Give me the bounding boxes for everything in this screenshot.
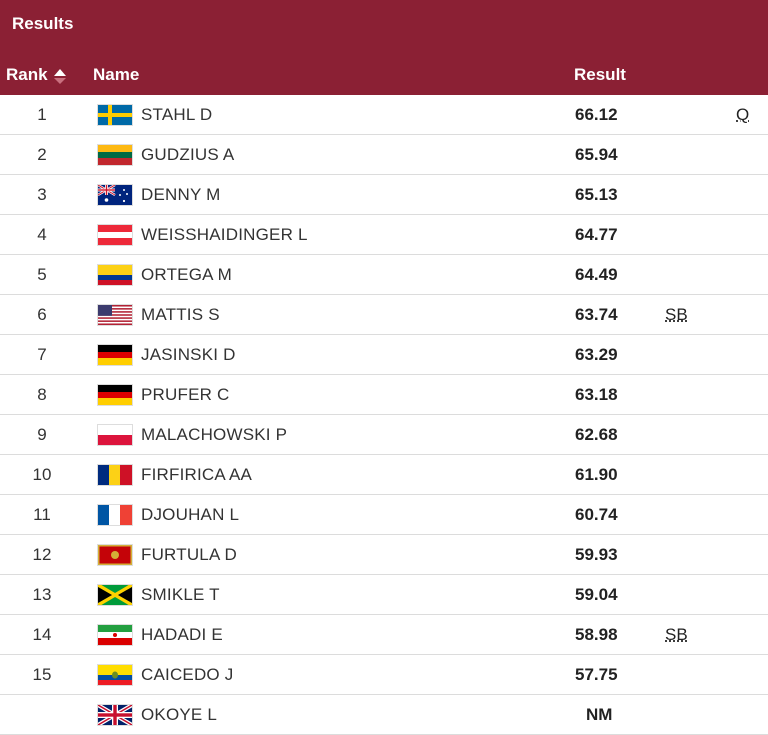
results-header: Results Rank Name Result xyxy=(0,0,768,95)
record-note[interactable]: SB xyxy=(665,625,688,644)
colombia-flag-icon xyxy=(97,264,133,286)
sort-ascending-icon[interactable] xyxy=(53,67,66,84)
france-flag-icon xyxy=(97,504,133,526)
result-cell: 61.90 xyxy=(575,465,618,484)
athlete-name[interactable]: DJOUHAN L xyxy=(141,505,240,524)
athlete-name[interactable]: ORTEGA M xyxy=(141,265,233,284)
germany-flag-icon xyxy=(97,344,133,366)
athlete-name[interactable]: JASINSKI D xyxy=(141,345,236,364)
table-row[interactable]: 2 GUDZIUS A 65.94 xyxy=(0,135,768,175)
results-table-body: 1 STAHL D 66.12 Q 2 GUDZIUS A 65.94 3 DENNY M 65.… xyxy=(0,95,768,735)
athlete-name[interactable]: MALACHOWSKI P xyxy=(141,425,288,444)
result-cell: 63.18 xyxy=(575,385,618,404)
rank-cell: 13 xyxy=(32,585,52,604)
sweden-flag-icon xyxy=(97,104,133,126)
rank-cell: 4 xyxy=(37,225,47,244)
rank-cell: 2 xyxy=(37,145,47,164)
qualification-mark[interactable]: Q xyxy=(736,105,750,124)
result-cell: 64.49 xyxy=(575,265,618,284)
table-row[interactable]: 1 STAHL D 66.12 Q xyxy=(0,95,768,135)
athlete-name[interactable]: FURTULA D xyxy=(141,545,237,564)
ecuador-flag-icon xyxy=(97,664,133,686)
result-cell: 63.74 xyxy=(575,305,618,324)
rank-column-header[interactable]: Rank xyxy=(6,65,66,85)
result-cell: 60.74 xyxy=(575,505,618,524)
result-cell: 59.04 xyxy=(575,585,618,604)
rank-cell: 8 xyxy=(37,385,47,404)
results-title: Results xyxy=(12,14,74,33)
athlete-name[interactable]: SMIKLE T xyxy=(141,585,220,604)
result-cell: 66.12 xyxy=(575,105,618,124)
table-row[interactable]: 11 DJOUHAN L 60.74 xyxy=(0,495,768,535)
rank-column-label: Rank xyxy=(6,65,48,84)
table-row[interactable]: OKOYE L NM xyxy=(0,695,768,735)
result-cell: 62.68 xyxy=(575,425,618,444)
table-row[interactable]: 7 JASINSKI D 63.29 xyxy=(0,335,768,375)
lithuania-flag-icon xyxy=(97,144,133,166)
rank-cell: 11 xyxy=(33,505,51,524)
table-row[interactable]: 5 ORTEGA M 64.49 xyxy=(0,255,768,295)
athlete-name[interactable]: WEISSHAIDINGER L xyxy=(141,225,308,244)
austria-flag-icon xyxy=(97,224,133,246)
result-cell: 65.13 xyxy=(575,185,618,204)
australia-flag-icon xyxy=(97,184,133,206)
table-row[interactable]: 3 DENNY M 65.13 xyxy=(0,175,768,215)
result-cell: 63.29 xyxy=(575,345,618,364)
rank-cell: 15 xyxy=(32,665,52,684)
result-cell: 65.94 xyxy=(575,145,618,164)
athlete-name[interactable]: FIRFIRICA AA xyxy=(141,465,253,484)
result-column-header[interactable]: Result xyxy=(574,65,626,84)
rank-cell: 12 xyxy=(32,545,52,564)
rank-cell: 7 xyxy=(37,345,47,364)
rank-cell: 10 xyxy=(32,465,52,484)
record-note[interactable]: SB xyxy=(665,305,688,324)
rank-cell: 5 xyxy=(37,265,47,284)
result-cell: 59.93 xyxy=(575,545,618,564)
jamaica-flag-icon xyxy=(97,584,133,606)
poland-flag-icon xyxy=(97,424,133,446)
result-cell: 64.77 xyxy=(575,225,618,244)
athlete-name[interactable]: HADADI E xyxy=(141,625,223,644)
rank-cell: 1 xyxy=(37,105,47,124)
rank-cell: 3 xyxy=(37,185,47,204)
table-row[interactable]: 4 WEISSHAIDINGER L 64.77 xyxy=(0,215,768,255)
montenegro-flag-icon xyxy=(97,544,133,566)
rank-cell: 6 xyxy=(37,305,47,324)
athlete-name[interactable]: OKOYE L xyxy=(141,705,218,724)
name-column-header[interactable]: Name xyxy=(93,65,140,84)
table-row[interactable]: 13 SMIKLE T 59.04 xyxy=(0,575,768,615)
result-cell: 57.75 xyxy=(575,665,618,684)
rank-cell: 14 xyxy=(32,625,52,644)
germany-flag-icon xyxy=(97,384,133,406)
uk-flag-icon xyxy=(97,704,133,726)
athlete-name[interactable]: GUDZIUS A xyxy=(141,145,235,164)
table-row[interactable]: 9 MALACHOWSKI P 62.68 xyxy=(0,415,768,455)
athlete-name[interactable]: STAHL D xyxy=(141,105,213,124)
athlete-name[interactable]: DENNY M xyxy=(141,185,221,204)
athlete-name[interactable]: MATTIS S xyxy=(141,305,220,324)
table-row[interactable]: 14 HADADI E 58.98 SB xyxy=(0,615,768,655)
table-row[interactable]: 15 CAICEDO J 57.75 xyxy=(0,655,768,695)
rank-cell: 9 xyxy=(37,425,47,444)
table-row[interactable]: 12 FURTULA D 59.93 xyxy=(0,535,768,575)
result-cell: 58.98 xyxy=(575,625,618,644)
usa-flag-icon xyxy=(97,304,133,326)
result-cell: NM xyxy=(586,705,613,724)
romania-flag-icon xyxy=(97,464,133,486)
table-row[interactable]: 6 MATTIS S 63.74 SB xyxy=(0,295,768,335)
athlete-name[interactable]: PRUFER C xyxy=(141,385,230,404)
athlete-name[interactable]: CAICEDO J xyxy=(141,665,234,684)
table-row[interactable]: 10 FIRFIRICA AA 61.90 xyxy=(0,455,768,495)
iran-flag-icon xyxy=(97,624,133,646)
table-row[interactable]: 8 PRUFER C 63.18 xyxy=(0,375,768,415)
